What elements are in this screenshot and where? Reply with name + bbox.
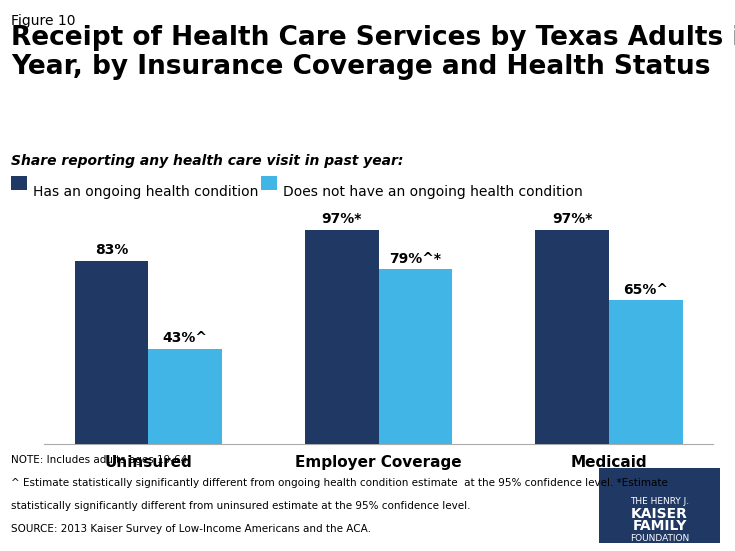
Text: 43%^: 43%^ xyxy=(162,332,207,345)
Text: NOTE: Includes adults ages 19-64.: NOTE: Includes adults ages 19-64. xyxy=(11,455,190,464)
Bar xyxy=(379,269,452,444)
Bar xyxy=(148,349,222,444)
Text: ^ Estimate statistically significantly different from ongoing health condition e: ^ Estimate statistically significantly d… xyxy=(11,478,668,488)
Text: Receipt of Health Care Services by Texas Adults in the Last
Year, by Insurance C: Receipt of Health Care Services by Texas… xyxy=(11,25,735,80)
Text: KAISER: KAISER xyxy=(631,507,688,521)
Text: Share reporting any health care visit in past year:: Share reporting any health care visit in… xyxy=(11,154,404,168)
Text: THE HENRY J.: THE HENRY J. xyxy=(630,498,689,506)
Text: FAMILY: FAMILY xyxy=(633,520,686,533)
Bar xyxy=(74,261,148,444)
Text: 65%^: 65%^ xyxy=(623,283,668,297)
Text: 83%: 83% xyxy=(95,244,128,257)
Text: 97%*: 97%* xyxy=(321,213,362,226)
Text: statistically significantly different from uninsured estimate at the 95% confide: statistically significantly different fr… xyxy=(11,501,470,511)
Text: 97%*: 97%* xyxy=(552,213,592,226)
Bar xyxy=(305,230,379,444)
Text: Figure 10: Figure 10 xyxy=(11,14,76,28)
Text: Does not have an ongoing health condition: Does not have an ongoing health conditio… xyxy=(283,185,583,198)
Text: 79%^*: 79%^* xyxy=(390,252,442,266)
Text: SOURCE: 2013 Kaiser Survey of Low-Income Americans and the ACA.: SOURCE: 2013 Kaiser Survey of Low-Income… xyxy=(11,524,371,534)
Text: FOUNDATION: FOUNDATION xyxy=(630,534,689,543)
Bar xyxy=(609,300,683,444)
Text: Has an ongoing health condition: Has an ongoing health condition xyxy=(33,185,259,198)
Bar xyxy=(535,230,609,444)
